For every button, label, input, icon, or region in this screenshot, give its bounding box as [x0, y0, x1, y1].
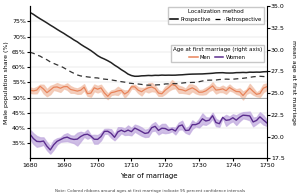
Legend: Men, Women: Men, Women: [171, 45, 264, 62]
Y-axis label: mean age at first marriage: mean age at first marriage: [291, 40, 296, 125]
Y-axis label: Male population share (%): Male population share (%): [4, 41, 9, 124]
Text: Note: Colored ribbons around ages at first marriage indicate 95 percent confiden: Note: Colored ribbons around ages at fir…: [55, 189, 245, 193]
X-axis label: Year of marriage: Year of marriage: [120, 173, 177, 179]
